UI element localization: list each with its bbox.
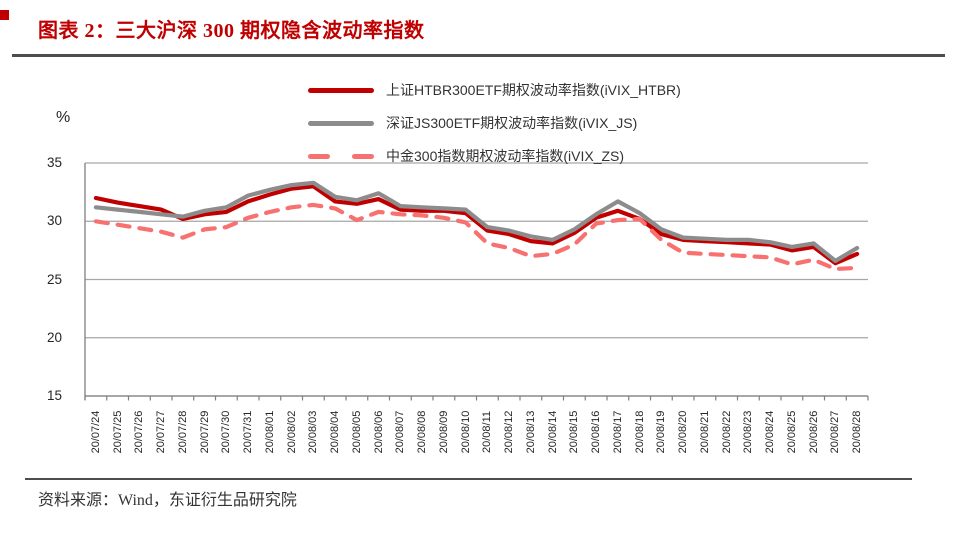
x-axis-tick-label: 20/08/17 xyxy=(611,410,624,454)
corner-accent-mark xyxy=(0,10,9,20)
figure-title: 图表 2：三大沪深 300 期权隐含波动率指数 xyxy=(38,20,425,42)
footer-divider xyxy=(25,478,912,480)
legend-item-ivix-htbr: 上证HTBR300ETF期权波动率指数(iVIX_HTBR) xyxy=(308,81,681,99)
x-axis-tick-label: 20/08/10 xyxy=(459,410,472,454)
x-axis-tick-label: 20/08/24 xyxy=(764,410,777,454)
x-axis-tick-label: 20/08/18 xyxy=(633,410,646,454)
title-divider xyxy=(12,54,945,57)
x-axis-tick-label: 20/08/27 xyxy=(829,410,842,454)
legend-line-swatch-zs xyxy=(308,153,374,159)
legend-label: 中金300指数期权波动率指数(iVIX_ZS) xyxy=(386,148,625,164)
legend-label: 上证HTBR300ETF期权波动率指数(iVIX_HTBR) xyxy=(386,82,681,98)
x-axis-tick-label: 20/08/28 xyxy=(851,410,864,454)
series-line-1 xyxy=(93,180,860,263)
x-axis-tick-label: 20/08/22 xyxy=(720,410,733,454)
x-axis-tick-label: 20/08/12 xyxy=(503,410,516,454)
x-axis-tick-label: 20/08/05 xyxy=(350,410,363,454)
source-note: 资料来源：Wind，东证衍生品研究院 xyxy=(38,492,297,509)
x-axis-tick-label: 20/08/26 xyxy=(807,410,820,454)
x-axis-tick-label: 20/07/27 xyxy=(155,410,168,454)
x-axis-tick-label: 20/08/02 xyxy=(285,410,298,454)
x-axis-tick-label: 20/08/09 xyxy=(437,410,450,454)
x-axis-tick-label: 20/08/13 xyxy=(524,410,537,454)
y-axis-unit-label: % xyxy=(56,109,71,126)
legend-item-ivix-js: 深证JS300ETF期权波动率指数(iVIX_JS) xyxy=(308,114,637,132)
series-line-0 xyxy=(93,184,860,266)
x-axis-tick-label: 20/08/23 xyxy=(742,410,755,454)
x-axis-tick-label: 20/08/16 xyxy=(590,410,603,454)
x-axis-tick-label: 20/08/08 xyxy=(416,410,429,454)
x-axis-tick-label: 20/08/03 xyxy=(307,410,320,454)
y-axis-tick-label: 15 xyxy=(46,388,62,403)
x-axis-tick-label: 20/08/20 xyxy=(677,410,690,454)
legend-item-ivix-zs: 中金300指数期权波动率指数(iVIX_ZS) xyxy=(308,147,624,165)
x-axis-tick-label: 20/08/14 xyxy=(546,410,559,454)
x-axis-tick-label: 20/08/19 xyxy=(655,410,668,454)
x-axis-tick-label: 20/08/07 xyxy=(394,410,407,454)
x-axis-tick-label: 20/07/28 xyxy=(176,410,189,454)
y-axis-tick-label: 25 xyxy=(46,271,62,287)
x-axis-tick-label: 20/08/25 xyxy=(785,410,798,454)
y-axis-tick-label: 20 xyxy=(46,329,62,345)
legend-line-swatch-js xyxy=(308,120,374,126)
x-axis-tick-label: 20/07/29 xyxy=(198,410,211,454)
series-line-2 xyxy=(93,202,860,272)
y-axis-tick-label: 35 xyxy=(46,155,62,170)
x-axis-tick-label: 20/07/30 xyxy=(220,410,233,454)
x-axis-tick-label: 20/07/25 xyxy=(111,410,124,454)
x-axis-tick-label: 20/07/31 xyxy=(242,410,255,454)
x-axis-tick-label: 20/08/04 xyxy=(329,410,342,454)
legend-label: 深证JS300ETF期权波动率指数(iVIX_JS) xyxy=(386,115,638,131)
legend-line-swatch-htbr xyxy=(308,87,374,93)
x-axis-tick-label: 20/07/24 xyxy=(89,410,102,454)
x-axis-tick-label: 20/08/11 xyxy=(481,411,494,454)
x-axis-tick-label: 20/08/21 xyxy=(698,410,711,454)
y-axis-tick-label: 30 xyxy=(46,213,62,229)
x-axis-tick-label: 20/08/06 xyxy=(372,410,385,454)
x-axis-tick-label: 20/08/15 xyxy=(568,410,581,454)
x-axis-tick-label: 20/07/26 xyxy=(133,410,146,454)
x-axis-tick-label: 20/08/01 xyxy=(263,410,276,454)
